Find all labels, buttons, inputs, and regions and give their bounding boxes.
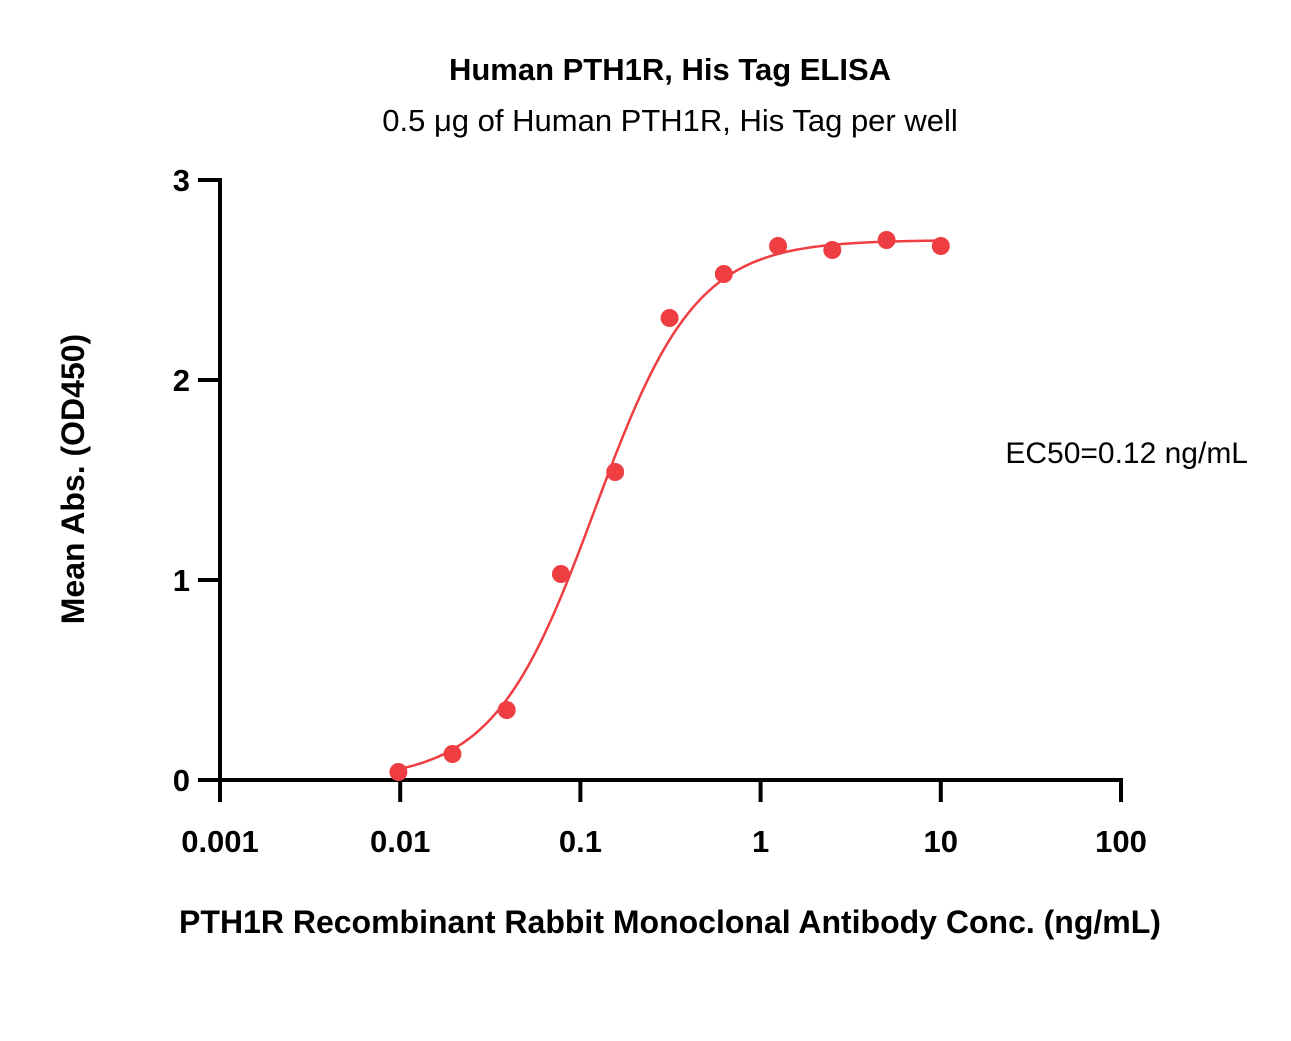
x-tick-label: 100 bbox=[1095, 824, 1147, 859]
y-axis-ticks: 0 1 2 3 bbox=[173, 163, 220, 798]
ec50-annotation: EC50=0.12 ng/mL bbox=[1005, 437, 1248, 470]
x-axis-ticks: 0.001 0.01 0.1 1 10 100 bbox=[181, 780, 1147, 859]
chart-title: Human PTH1R, His Tag ELISA bbox=[449, 52, 891, 87]
data-points-group bbox=[389, 231, 950, 781]
data-point bbox=[877, 231, 896, 249]
data-point bbox=[714, 265, 733, 283]
x-tick-label: 10 bbox=[924, 824, 958, 859]
x-tick-label: 0.1 bbox=[559, 824, 602, 859]
y-tick-label: 2 bbox=[173, 363, 190, 398]
fit-curve bbox=[398, 239, 941, 771]
fit-curve-group bbox=[398, 239, 941, 771]
data-point bbox=[551, 565, 570, 583]
x-tick-label: 0.01 bbox=[370, 824, 430, 859]
y-tick-label: 1 bbox=[173, 563, 190, 598]
data-point bbox=[606, 463, 625, 481]
y-axis-label: Mean Abs. (OD450) bbox=[55, 334, 91, 624]
data-point bbox=[823, 241, 842, 259]
data-point bbox=[443, 745, 462, 763]
data-point bbox=[769, 237, 788, 255]
data-point bbox=[389, 763, 408, 781]
data-point bbox=[497, 701, 516, 719]
axes bbox=[218, 178, 1123, 782]
chart-subtitle: 0.5 μg of Human PTH1R, His Tag per well bbox=[382, 103, 958, 138]
data-point bbox=[931, 237, 950, 255]
x-axis-label: PTH1R Recombinant Rabbit Monoclonal Anti… bbox=[179, 904, 1161, 940]
y-tick-label: 0 bbox=[173, 763, 190, 798]
y-tick-label: 3 bbox=[173, 163, 190, 198]
data-point bbox=[660, 309, 679, 327]
x-tick-label: 0.001 bbox=[181, 824, 259, 859]
x-tick-label: 1 bbox=[752, 824, 769, 859]
